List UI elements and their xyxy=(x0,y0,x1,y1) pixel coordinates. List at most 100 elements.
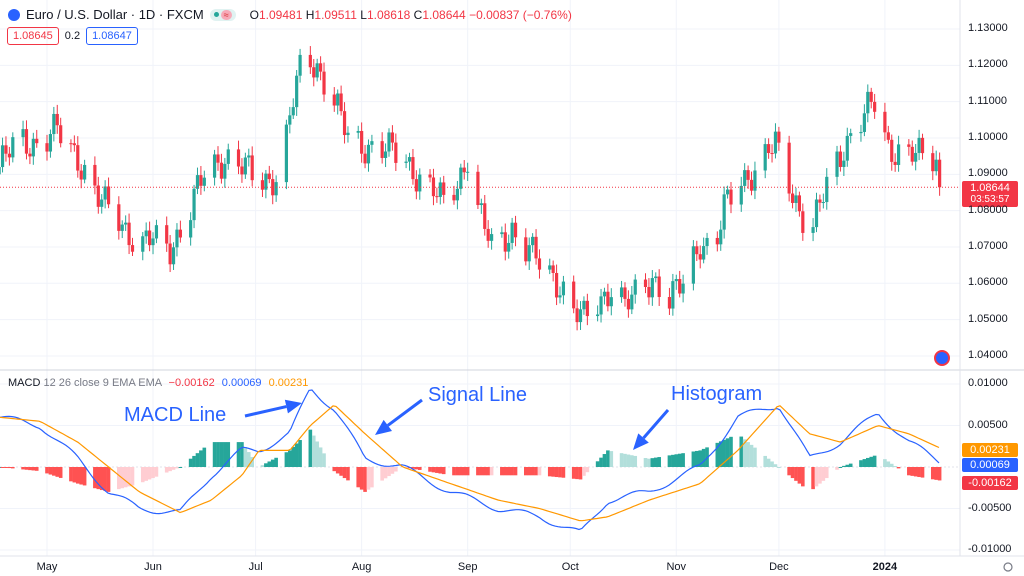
histogram-bar xyxy=(773,464,778,467)
histogram-bar xyxy=(4,467,8,468)
histogram-bar xyxy=(219,442,224,467)
histogram-bar xyxy=(178,467,183,468)
candle-body xyxy=(394,142,398,163)
candle-body xyxy=(500,232,504,235)
histogram-bar xyxy=(657,457,661,467)
candle-body xyxy=(507,242,511,252)
histogram-bar xyxy=(96,467,101,490)
histogram-bar xyxy=(561,467,566,478)
histogram-bar xyxy=(585,467,590,473)
candle-body xyxy=(4,145,8,154)
histogram-bar xyxy=(274,457,278,467)
candle-body xyxy=(336,93,340,106)
candle-body xyxy=(48,134,53,152)
candle-body xyxy=(910,146,914,162)
histogram-bar xyxy=(322,453,326,467)
candle-body xyxy=(524,237,528,262)
histogram-bar xyxy=(633,455,638,467)
candle-body xyxy=(151,238,155,246)
histogram-bar xyxy=(75,467,80,484)
histogram-bar xyxy=(199,450,203,467)
candle-body xyxy=(175,229,179,248)
candle-body xyxy=(602,291,607,297)
macd-axis-label: 0.01000 xyxy=(968,377,1008,389)
arrow-histogram-head xyxy=(633,433,649,450)
candle-body xyxy=(0,145,5,168)
market-status[interactable]: ≈ xyxy=(209,8,236,21)
histogram-bar xyxy=(859,460,863,467)
histogram-bar xyxy=(99,467,104,491)
histogram-bar xyxy=(739,436,744,467)
candle-body xyxy=(418,174,422,192)
histogram-bar xyxy=(236,442,241,467)
candle-body xyxy=(428,174,432,178)
candle-body xyxy=(124,222,128,225)
candle-body xyxy=(626,298,630,310)
histogram-bar xyxy=(506,467,511,476)
histogram-bar xyxy=(650,458,655,467)
histogram-bar xyxy=(503,467,508,476)
candle-body xyxy=(260,180,265,190)
candle-body xyxy=(52,113,56,135)
candle-body xyxy=(291,107,295,116)
histogram-bar xyxy=(500,467,504,476)
histogram-bar xyxy=(647,458,651,467)
candle-body xyxy=(862,113,866,132)
candle-body xyxy=(312,67,316,78)
histogram-bar xyxy=(554,467,559,478)
candle-body xyxy=(698,254,702,260)
candle-body xyxy=(219,162,224,179)
candle-body xyxy=(814,199,819,228)
candle-body xyxy=(787,142,791,194)
candle-body xyxy=(455,188,459,201)
symbol-header: Euro / U.S. Dollar · 1D · FXCM ≈ O1.0948… xyxy=(8,7,572,22)
histogram-bar xyxy=(127,467,131,487)
candle-body xyxy=(226,149,230,164)
histogram-bar xyxy=(777,467,781,468)
histogram-bar xyxy=(441,467,446,475)
candle-body xyxy=(288,115,292,125)
histogram-bar xyxy=(342,467,347,479)
histogram-bar xyxy=(766,458,771,467)
histogram-bar xyxy=(763,455,767,467)
histogram-bar xyxy=(643,458,648,467)
macd-badge: 0.00069 xyxy=(962,458,1018,472)
histogram-bar xyxy=(677,453,682,467)
price-axis-label: 1.06000 xyxy=(968,276,1008,289)
symbol-title[interactable]: Euro / U.S. Dollar · 1D · FXCM xyxy=(26,7,204,22)
signal-badge: 0.00231 xyxy=(962,443,1018,457)
macd-legend[interactable]: MACD 12 26 close 9 EMA EMA −0.00162 0.00… xyxy=(8,377,309,389)
buy-button[interactable]: 1.08647 xyxy=(86,27,138,45)
candle-body xyxy=(681,283,685,294)
market-open-icon xyxy=(213,12,219,17)
time-axis-label: Nov xyxy=(666,561,687,573)
histogram-bar xyxy=(465,467,470,476)
histogram-bar xyxy=(195,453,200,467)
candle-body xyxy=(45,143,49,152)
time-axis-label: Jun xyxy=(144,561,162,573)
sell-button[interactable]: 1.08645 xyxy=(7,27,59,45)
candle-body xyxy=(554,272,559,298)
candle-body xyxy=(387,132,391,152)
histogram-bar xyxy=(626,454,631,467)
candle-body xyxy=(767,144,771,154)
histogram-bar xyxy=(609,451,614,467)
histogram-bar xyxy=(311,435,316,467)
candle-body xyxy=(873,101,877,112)
histogram-bar xyxy=(270,459,275,467)
candle-body xyxy=(103,186,107,200)
candle-body xyxy=(866,91,870,114)
histogram-bar xyxy=(363,467,367,492)
histogram-bar xyxy=(698,450,703,467)
candle-body xyxy=(746,170,750,180)
ohlc-values: O1.09481 H1.09511 L1.08618 C1.08644 −0.0… xyxy=(249,7,572,22)
histogram-bar xyxy=(390,467,395,474)
histogram-bar xyxy=(595,461,600,467)
histogram-bar xyxy=(725,438,730,467)
histogram-bar xyxy=(578,467,583,480)
histogram-bar xyxy=(794,467,798,481)
histogram-bar xyxy=(339,467,343,476)
histogram-bar xyxy=(896,467,901,469)
candle-body xyxy=(630,294,634,310)
